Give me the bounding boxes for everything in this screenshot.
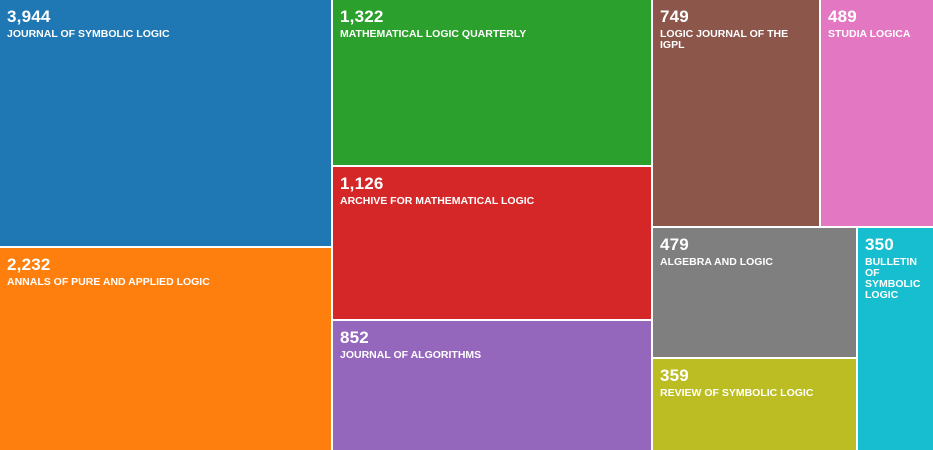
tile-label: MATHEMATICAL LOGIC QUARTERLY bbox=[340, 28, 527, 40]
treemap-tile-studia-logica[interactable]: 489 STUDIA LOGICA bbox=[821, 0, 933, 226]
treemap-tile-journal-of-algorithms[interactable]: 852 JOURNAL OF ALGORITHMS bbox=[333, 321, 651, 450]
tile-value: 1,322 bbox=[340, 7, 384, 26]
tile-value: 489 bbox=[828, 7, 857, 26]
tile-value: 852 bbox=[340, 328, 369, 347]
tile-label: JOURNAL OF SYMBOLIC LOGIC bbox=[7, 28, 170, 40]
treemap-tile-journal-of-symbolic-logic[interactable]: 3,944 JOURNAL OF SYMBOLIC LOGIC bbox=[0, 0, 331, 246]
tile-value: 1,126 bbox=[340, 174, 384, 193]
tile-label: REVIEW OF SYMBOLIC LOGIC bbox=[660, 387, 814, 399]
treemap-tile-annals-of-pure-and-applied-logic[interactable]: 2,232 ANNALS OF PURE AND APPLIED LOGIC bbox=[0, 248, 331, 450]
treemap-tile-logic-journal-of-the-igpl[interactable]: 749 LOGIC JOURNAL OF THE IGPL bbox=[653, 0, 819, 226]
tile-label: JOURNAL OF ALGORITHMS bbox=[340, 349, 482, 361]
treemap-tile-archive-for-mathematical-logic[interactable]: 1,126 ARCHIVE FOR MATHEMATICAL LOGIC bbox=[333, 167, 651, 319]
tile-label: ALGEBRA AND LOGIC bbox=[660, 256, 773, 268]
tile-value: 479 bbox=[660, 235, 689, 254]
tile-value: 749 bbox=[660, 7, 689, 26]
treemap-tile-bulletin-of-symbolic-logic[interactable]: 350 BULLETIN OF SYMBOLIC LOGIC bbox=[858, 228, 933, 450]
tile-value: 2,232 bbox=[7, 255, 51, 274]
tile-label: ARCHIVE FOR MATHEMATICAL LOGIC bbox=[340, 195, 535, 207]
tile-value: 350 bbox=[865, 235, 894, 254]
tile-label: STUDIA LOGICA bbox=[828, 28, 911, 40]
tile-label: ANNALS OF PURE AND APPLIED LOGIC bbox=[7, 276, 210, 288]
treemap-tile-review-of-symbolic-logic[interactable]: 359 REVIEW OF SYMBOLIC LOGIC bbox=[653, 359, 856, 450]
tile-value: 3,944 bbox=[7, 7, 51, 26]
treemap-tile-mathematical-logic-quarterly[interactable]: 1,322 MATHEMATICAL LOGIC QUARTERLY bbox=[333, 0, 651, 165]
tile-value: 359 bbox=[660, 366, 689, 385]
treemap-tile-algebra-and-logic[interactable]: 479 ALGEBRA AND LOGIC bbox=[653, 228, 856, 357]
tile-label: LOGIC JOURNAL OF THE IGPL bbox=[660, 28, 789, 51]
tile-label: BULLETIN OF SYMBOLIC LOGIC bbox=[865, 256, 921, 301]
